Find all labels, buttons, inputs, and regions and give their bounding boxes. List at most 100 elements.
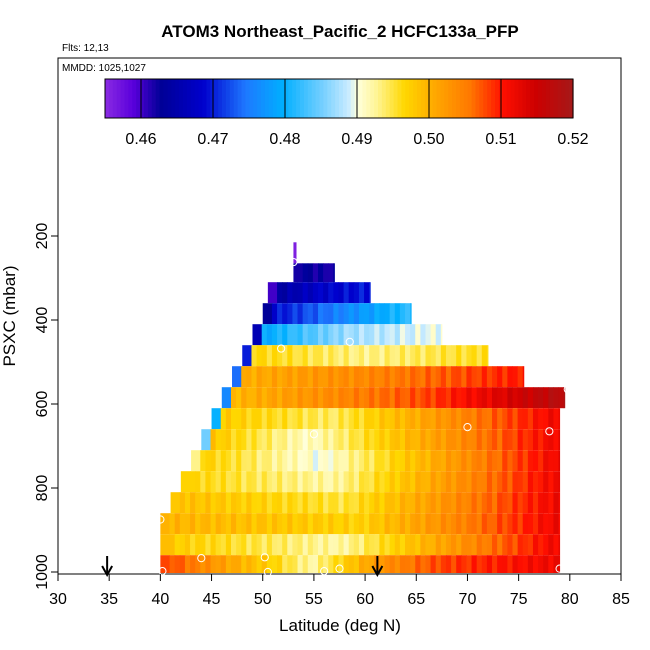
heatmap-cell <box>318 387 324 409</box>
heatmap-cell <box>241 492 247 514</box>
heatmap-cell <box>440 366 447 388</box>
heatmap-cell <box>471 534 478 556</box>
heatmap-cell <box>328 282 334 304</box>
heatmap-cell <box>451 345 457 367</box>
y-tick-label: 200 <box>34 223 51 250</box>
heatmap-cell <box>532 408 539 430</box>
heatmap-cell <box>353 555 360 573</box>
x-tick-label: 80 <box>561 591 579 608</box>
heatmap-cell <box>287 345 293 367</box>
heatmap-cell <box>543 408 549 430</box>
heatmap-cell <box>287 450 293 472</box>
heatmap-cell <box>318 263 324 283</box>
heatmap-cell <box>333 429 339 451</box>
heatmap-cell <box>338 450 345 472</box>
heatmap-cell <box>333 303 339 325</box>
heatmap-cell <box>318 471 324 493</box>
heatmap-cell <box>451 471 457 493</box>
heatmap-cell <box>471 429 478 451</box>
heatmap-cell <box>338 387 345 409</box>
heatmap-cell <box>323 345 329 367</box>
observation-point <box>335 564 344 573</box>
heatmap-cell <box>369 303 375 325</box>
heatmap-cell <box>440 555 447 573</box>
colorbar-segment <box>342 79 348 118</box>
colorbar-segment <box>545 79 551 118</box>
heatmap-cell <box>318 555 324 573</box>
colorbar-segment <box>413 79 418 118</box>
colorbar-segment <box>124 79 129 118</box>
heatmap-cell <box>328 492 334 514</box>
heatmap-cell <box>277 429 283 451</box>
colorbar-segment <box>272 79 278 118</box>
heatmap-cell <box>328 263 334 283</box>
heatmap-cell <box>364 555 370 573</box>
heatmap-cell <box>200 534 206 556</box>
heatmap-cell <box>195 555 201 573</box>
heatmap-cell <box>267 282 278 304</box>
heatmap-cell <box>190 492 196 514</box>
heatmap-cell <box>318 534 324 556</box>
heatmap-cell <box>230 408 237 430</box>
heatmap-cell <box>394 492 401 514</box>
heatmap-cell <box>415 366 421 388</box>
heatmap-cell <box>292 345 299 367</box>
heatmap-cell <box>410 303 412 325</box>
colorbar-segment <box>183 79 188 118</box>
heatmap-cell <box>261 366 268 388</box>
heatmap-cell <box>451 555 457 573</box>
heatmap-cell <box>461 429 467 451</box>
heatmap-cell <box>323 282 329 304</box>
heatmap-cell <box>405 492 411 514</box>
heatmap-cell <box>481 408 488 430</box>
colorbar-segment <box>374 79 379 118</box>
heatmap-cell <box>333 282 339 304</box>
heatmap-cell <box>358 429 365 451</box>
heatmap-cell <box>333 492 339 514</box>
heatmap-cell <box>343 387 350 409</box>
heatmap-cell <box>466 345 473 367</box>
heatmap-cell <box>241 408 247 430</box>
heatmap-cell <box>205 513 212 535</box>
heatmap-cell <box>410 366 416 388</box>
heatmap-cell <box>282 282 288 304</box>
colorbar-segment <box>514 79 519 118</box>
heatmap-cell <box>425 345 432 367</box>
heatmap-cell <box>307 282 314 304</box>
heatmap-cell <box>527 555 534 573</box>
heatmap-cell <box>180 471 191 493</box>
heatmap-cell <box>246 408 252 430</box>
heatmap-cell <box>527 408 534 430</box>
heatmap-cell <box>399 492 406 514</box>
heatmap-cell <box>256 471 263 493</box>
heatmap-cell <box>507 450 513 472</box>
colorbar-segment <box>537 79 543 118</box>
heatmap-cell <box>440 345 447 367</box>
heatmap-cell <box>205 450 212 472</box>
heatmap-cell <box>266 408 273 430</box>
colorbar-segment <box>522 79 527 118</box>
y-tick-label: 800 <box>34 475 51 502</box>
heatmap-cell <box>282 345 288 367</box>
heatmap-cell <box>261 324 268 346</box>
heatmap-cell <box>261 345 268 367</box>
heatmap-cell <box>215 534 222 556</box>
observation-point <box>277 344 286 353</box>
heatmap-cell <box>348 513 355 535</box>
colorbar-segment <box>237 79 243 118</box>
heatmap-cell <box>184 555 191 573</box>
heatmap-cell <box>415 534 421 556</box>
heatmap-cell <box>220 429 227 451</box>
heatmap-cell <box>251 450 258 472</box>
heatmap-cell <box>348 534 355 556</box>
heatmap-cell <box>364 492 370 514</box>
heatmap-cell <box>538 429 544 451</box>
heatmap-cell <box>287 429 293 451</box>
heatmap-cell <box>532 534 539 556</box>
heatmap-cell <box>435 513 442 535</box>
heatmap-cell <box>292 513 299 535</box>
heatmap-cell <box>445 555 452 573</box>
heatmap-cell <box>236 429 242 451</box>
heatmap-cell <box>384 534 391 556</box>
colorbar-segment <box>284 79 289 118</box>
